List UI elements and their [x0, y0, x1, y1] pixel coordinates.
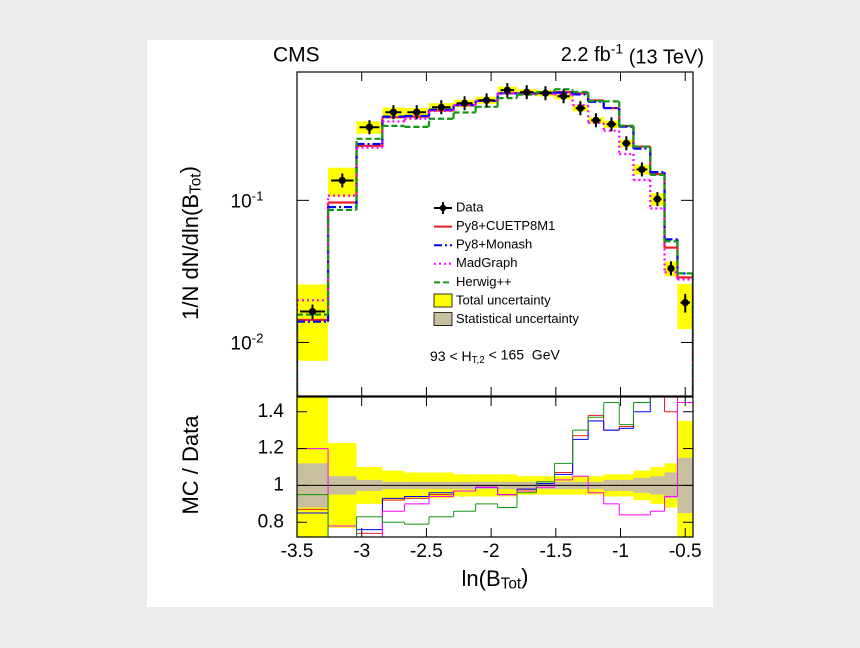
legend-marker: [439, 204, 447, 212]
lumi-part: -1: [611, 40, 624, 56]
y-tick-label-part: -2: [252, 330, 264, 345]
x-axis-label: ln(BTot): [462, 564, 529, 593]
y-tick-label: 1.2: [258, 438, 284, 459]
data-point: [559, 92, 568, 100]
legend-swatch: [433, 293, 453, 308]
legend-label: Herwig++: [456, 274, 512, 289]
data-point: [460, 99, 469, 107]
y-axis-label: 1/N dN/dln(BTot): [176, 166, 205, 320]
data-point: [541, 89, 550, 97]
legend-label: Total uncertainty: [456, 292, 551, 307]
ratio-plot: [297, 397, 693, 537]
chart-title: CMS: [273, 44, 320, 67]
data-point: [503, 86, 511, 94]
y-tick-label: 10-1: [231, 188, 264, 212]
legend-label: MadGraph: [456, 255, 517, 270]
y-tick-label-part: -1: [252, 188, 264, 203]
data-point: [622, 139, 630, 147]
data-point: [389, 108, 398, 116]
lumi-part: 2.2 fb: [561, 44, 611, 66]
ratio-y-axis-label: MC / Data: [178, 415, 203, 515]
x-tick-label: -0.5: [669, 541, 702, 562]
data-point: [667, 264, 675, 272]
x-axis-label-part: Tot: [501, 576, 522, 593]
data-point: [338, 176, 346, 185]
x-tick-label: -2.5: [410, 541, 443, 562]
data-point: [653, 195, 662, 203]
data-point: [523, 88, 531, 96]
ratio-frame: [296, 396, 694, 538]
data-point: [638, 165, 646, 174]
annotation-part: < 165 GeV: [485, 346, 561, 362]
annotation-part: 93 < H: [430, 348, 472, 364]
top-plot: [297, 83, 693, 396]
x-tick-label: -1.5: [539, 541, 572, 562]
annotation: 93 < HT,2 < 165 GeV: [430, 346, 560, 365]
x-tick-label: -3.5: [281, 541, 314, 562]
data-point: [365, 123, 374, 131]
data-point: [308, 307, 317, 316]
y-tick-label: 1.4: [258, 401, 285, 422]
y-tick-label-part: 10: [231, 191, 252, 212]
x-tick-label: -2: [483, 541, 500, 562]
x-axis-label-part: ): [521, 564, 528, 589]
legend-label: Py8+CUETP8M1: [456, 218, 555, 233]
top-frame: [296, 71, 694, 397]
axes: -3.5 -3 -2.5 -2 -1.5 -1 -0.510-110-20.811.21.4…: [176, 40, 704, 592]
y-axis-label-part: ): [176, 166, 201, 173]
legend-label: Statistical uncertainty: [456, 311, 579, 326]
y-tick-label: 1: [273, 474, 284, 495]
x-tick-label: -3: [353, 541, 370, 562]
legend-label: Py8+Monash: [456, 237, 532, 252]
y-tick-label: 0.8: [258, 511, 284, 532]
legend-swatch: [433, 312, 453, 327]
y-axis-label-part: Tot: [188, 173, 205, 194]
data-point: [413, 108, 421, 116]
y-tick-label: 10-2: [231, 330, 264, 354]
lumi: 2.2 fb-1 (13 TeV): [561, 40, 704, 69]
data-point: [576, 104, 585, 112]
y-tick-label-part: 10: [231, 333, 252, 354]
data-point: [482, 96, 491, 104]
annotation-part: T,2: [472, 355, 485, 366]
y-axis-label-part: 1/N dN/dln(B: [178, 194, 203, 320]
canvas: [147, 40, 713, 607]
data-point: [607, 120, 616, 128]
data-point: [437, 103, 445, 111]
x-axis-label-part: ln(B: [462, 566, 501, 591]
data-point: [592, 116, 600, 124]
data-point: [681, 298, 689, 307]
x-tick-label: -1: [612, 541, 629, 562]
lumi-part: (13 TeV): [623, 47, 704, 69]
legend-label: Data: [456, 199, 484, 214]
